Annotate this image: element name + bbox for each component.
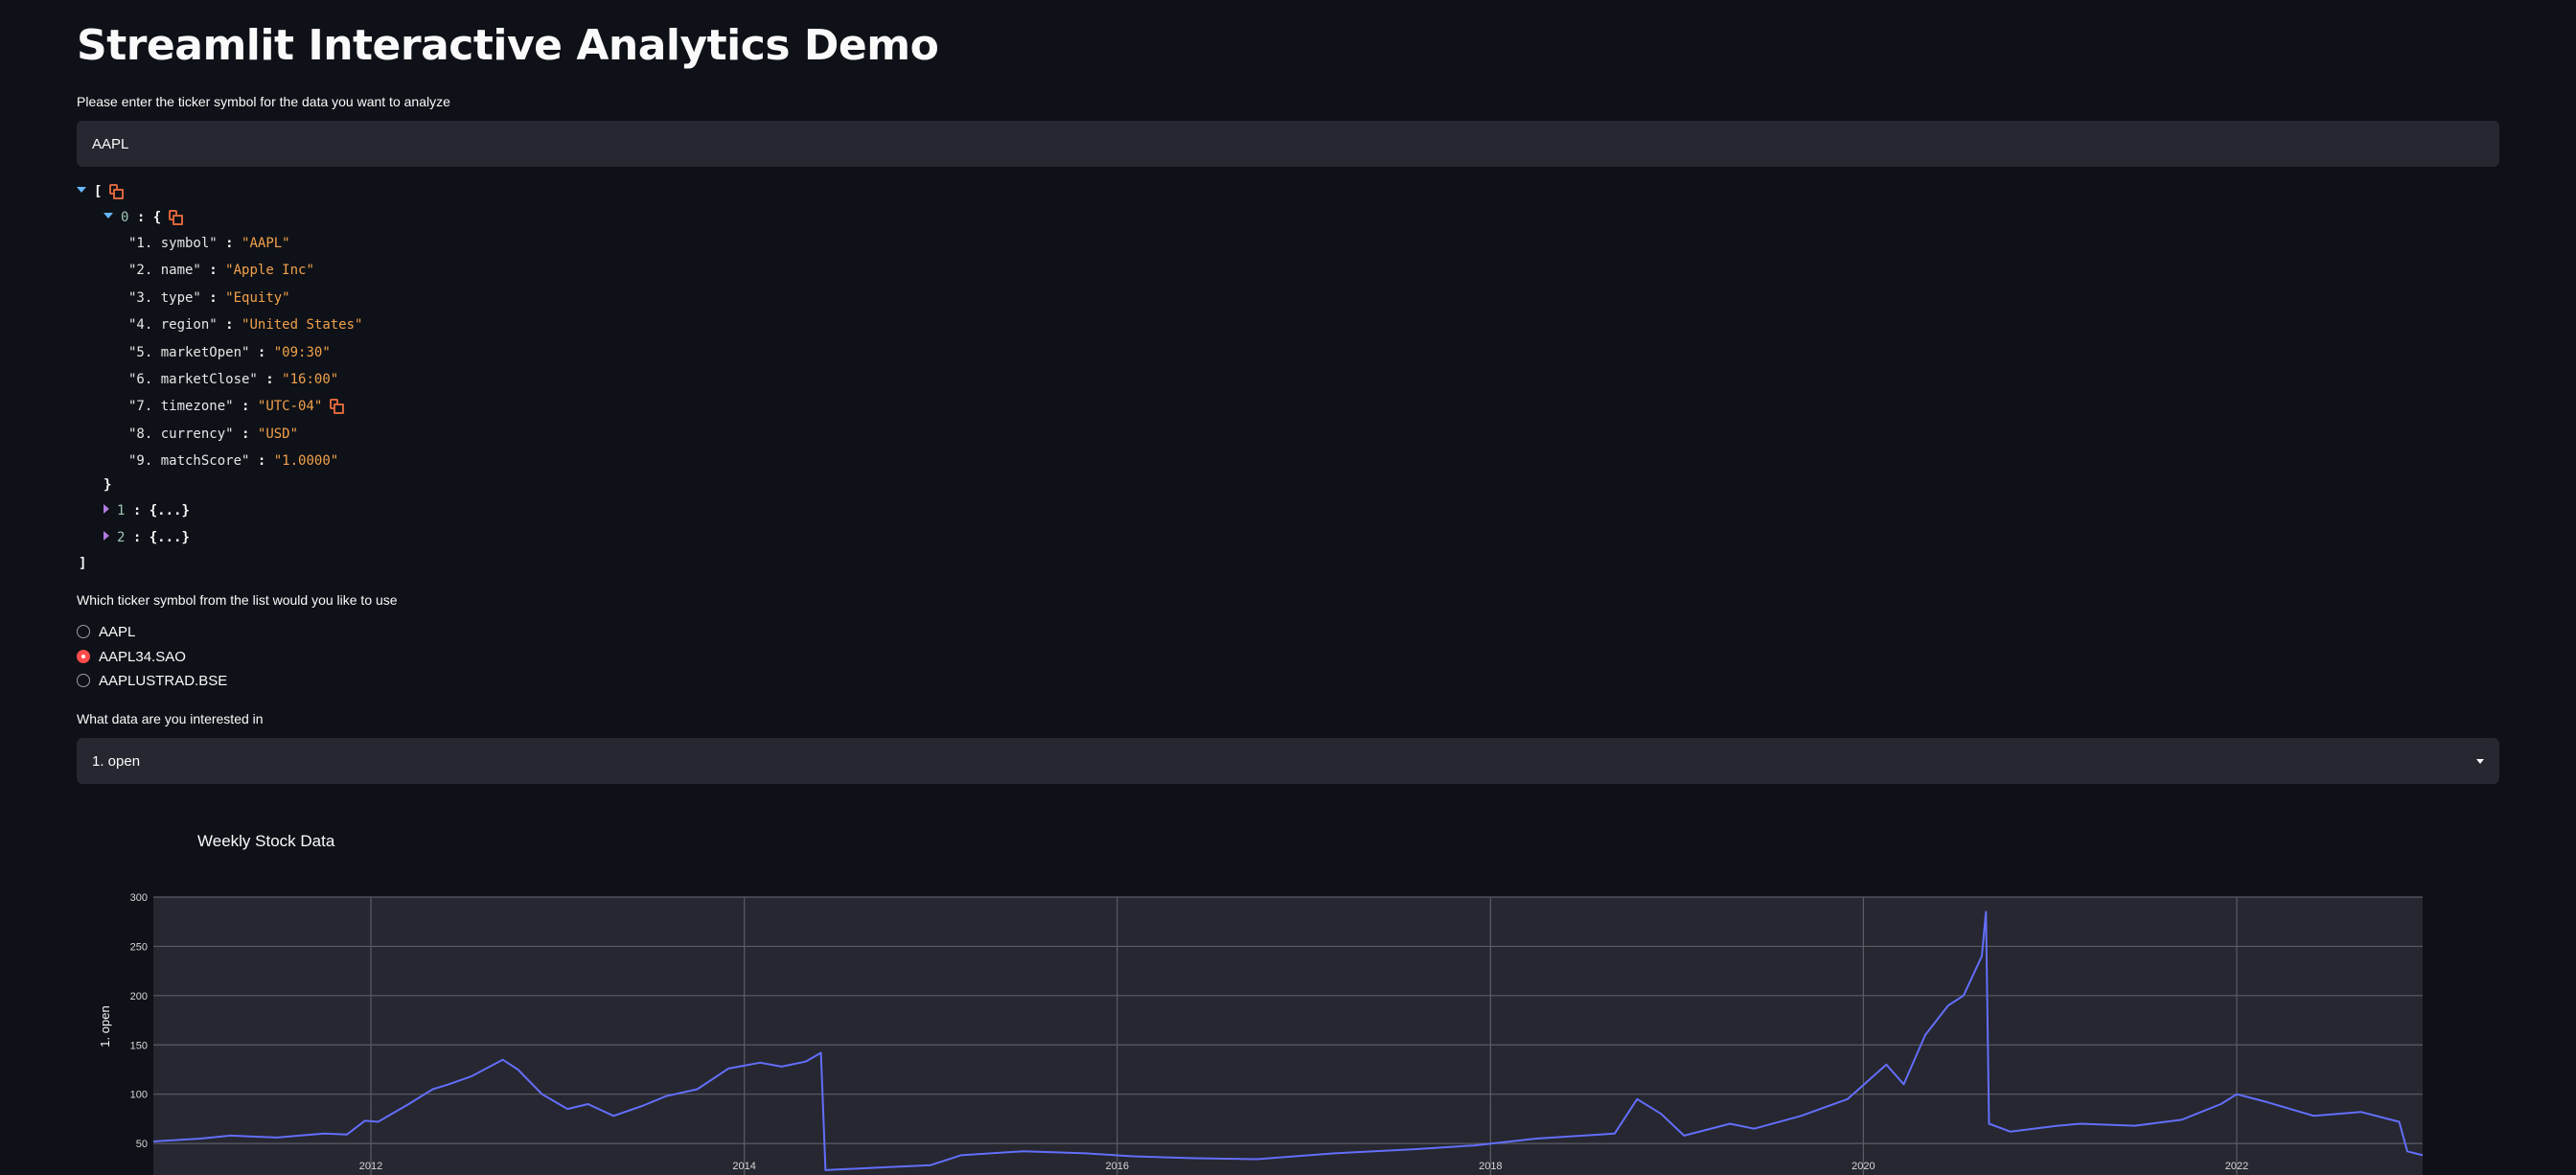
json-field-line: "5. marketOpen" : "09:30"	[128, 343, 331, 362]
data-select-label: What data are you interested in	[77, 711, 264, 726]
collapse-caret-icon[interactable]	[77, 187, 86, 193]
radio-circle[interactable]	[77, 625, 90, 638]
json-field-value: "UTC-04"	[257, 399, 323, 415]
copy-icon[interactable]	[109, 183, 125, 199]
json-field-value: "AAPL"	[242, 236, 290, 251]
json-root-line: [	[77, 182, 125, 201]
json-collapsed-preview: {...}	[149, 530, 190, 545]
y-tick-label: 200	[130, 991, 148, 1002]
expand-caret-icon[interactable]	[104, 531, 109, 541]
json-field-line: "8. currency" : "USD"	[128, 425, 298, 444]
json-separator: :	[209, 289, 218, 306]
json-item-index: 2	[117, 530, 126, 545]
data-select-value: 1. open	[92, 752, 141, 770]
json-field-value: "16:00"	[282, 372, 339, 387]
json-field-key: "5. marketOpen"	[128, 344, 250, 360]
page-title: Streamlit Interactive Analytics Demo	[77, 21, 939, 70]
json-separator: :	[225, 236, 234, 251]
json-separator: :	[265, 372, 274, 387]
json-field-key: "4. region"	[128, 317, 218, 334]
json-field-key: "2. name"	[128, 263, 201, 279]
plot-area	[153, 897, 2423, 1175]
radio-option-label: AAPLUSTRAD.BSE	[99, 672, 228, 689]
y-tick-label: 300	[130, 892, 148, 904]
json-field-line: "3. type" : "Equity"	[128, 288, 290, 308]
x-tick-label: 2018	[1479, 1161, 1502, 1172]
json-close-bracket: ]	[79, 556, 87, 571]
json-separator: :	[132, 503, 142, 518]
x-tick-label: 2020	[1852, 1161, 1874, 1172]
json-separator: :	[242, 426, 250, 442]
radio-option-aaplustrad-bse[interactable]: AAPLUSTRAD.BSE	[77, 670, 227, 691]
ticker-input-label: Please enter the ticker symbol for the d…	[77, 94, 450, 109]
json-field-key: "8. currency"	[128, 426, 234, 442]
chart-title: Weekly Stock Data	[197, 832, 335, 850]
copy-icon[interactable]	[169, 209, 184, 225]
series-line	[152, 910, 2424, 1171]
json-field-line: "6. marketClose" : "16:00"	[128, 370, 338, 389]
json-field-key: "1. symbol"	[128, 236, 218, 251]
x-tick-label: 2014	[732, 1161, 755, 1172]
radio-option-aapl34-sao[interactable]: AAPL34.SAO	[77, 646, 186, 667]
json-collapsed-item[interactable]: 1 : {...}	[104, 501, 190, 520]
json-field-value: "USD"	[257, 426, 299, 442]
json-item-0-close: }	[104, 475, 111, 495]
radio-option-label: AAPL34.SAO	[99, 648, 186, 665]
json-open-brace: {	[152, 210, 162, 225]
json-root-close: ]	[79, 554, 86, 573]
json-field-line: "1. symbol" : "AAPL"	[128, 234, 290, 253]
json-item-index: 1	[117, 503, 126, 518]
y-axis-label: 1. open	[98, 1005, 112, 1047]
ticker-input[interactable]	[77, 121, 2499, 167]
copy-icon[interactable]	[330, 398, 345, 414]
json-item-0-line: 0 : {	[104, 208, 184, 227]
json-collapsed-item[interactable]: 2 : {...}	[104, 528, 190, 547]
json-close-brace: }	[104, 477, 112, 493]
y-tick-label: 100	[130, 1090, 148, 1101]
radio-circle[interactable]	[77, 674, 90, 687]
collapse-caret-icon[interactable]	[104, 213, 113, 219]
x-tick-label: 2022	[2225, 1161, 2248, 1172]
chevron-down-icon	[2476, 758, 2484, 764]
json-collapsed-preview: {...}	[149, 503, 190, 518]
json-field-value: "1.0000"	[273, 453, 339, 470]
y-tick-label: 50	[136, 1139, 148, 1150]
json-field-value: "09:30"	[273, 344, 331, 360]
json-field-line: "7. timezone" : "UTC-04"	[128, 397, 345, 416]
json-separator: :	[257, 344, 266, 360]
y-tick-label: 250	[130, 941, 148, 953]
expand-caret-icon[interactable]	[104, 504, 109, 514]
json-field-line: "9. matchScore" : "1.0000"	[128, 451, 338, 471]
x-tick-label: 2012	[359, 1161, 382, 1172]
json-separator: :	[257, 453, 266, 470]
json-item-index: 0	[121, 210, 129, 225]
json-field-value: "Equity"	[225, 289, 290, 306]
json-field-key: "3. type"	[128, 289, 201, 306]
ticker-choice-label: Which ticker symbol from the list would …	[77, 592, 398, 608]
json-separator: :	[225, 317, 234, 334]
json-field-key: "7. timezone"	[128, 399, 234, 415]
json-field-line: "2. name" : "Apple Inc"	[128, 261, 314, 280]
data-select[interactable]: 1. open	[77, 738, 2499, 784]
radio-option-label: AAPL	[99, 623, 136, 640]
json-separator: :	[132, 530, 142, 545]
json-separator: :	[242, 399, 250, 415]
json-separator: :	[136, 210, 146, 225]
json-open-bracket: [	[94, 184, 103, 199]
y-tick-label: 150	[130, 1040, 148, 1051]
json-field-key: "9. matchScore"	[128, 453, 250, 470]
radio-option-aapl[interactable]: AAPL	[77, 621, 135, 642]
json-separator: :	[209, 263, 218, 279]
json-field-value: "United States"	[242, 317, 363, 334]
x-tick-label: 2016	[1105, 1161, 1128, 1172]
json-field-key: "6. marketClose"	[128, 372, 258, 387]
radio-circle-selected[interactable]	[77, 650, 90, 663]
json-field-value: "Apple Inc"	[225, 263, 314, 279]
json-field-line: "4. region" : "United States"	[128, 315, 362, 334]
